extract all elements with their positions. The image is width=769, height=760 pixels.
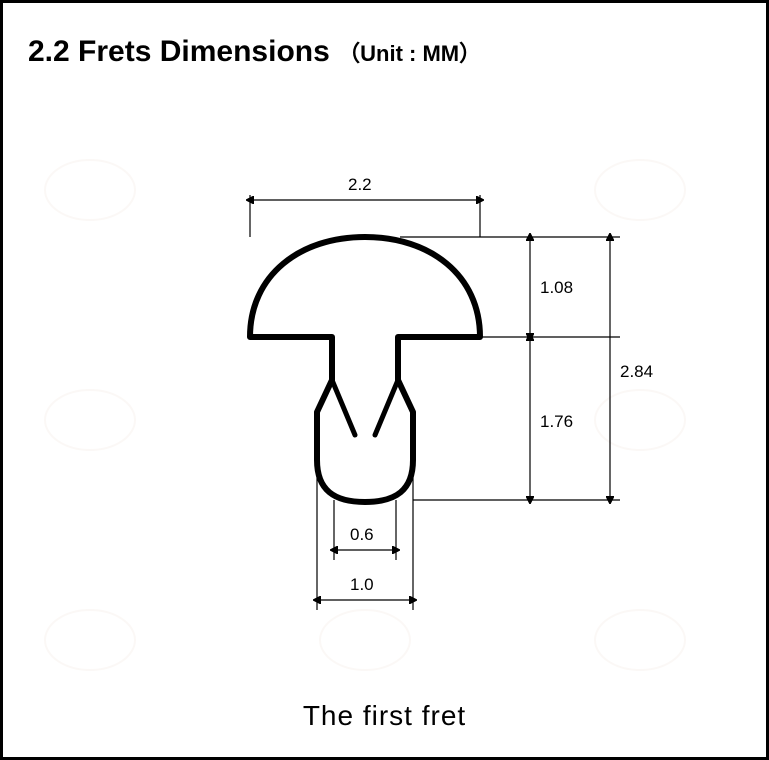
page-title: 2.2 Frets Dimensions （Unit : MM） [28,35,481,69]
caption: The first fret [0,700,769,732]
dim-tang-height: 1.76 [540,412,573,432]
drawing-svg [0,0,769,760]
diagram-frame: 2.2 Frets Dimensions （Unit : MM） 2.2 1.0… [0,0,769,760]
dim-tang-outer: 1.0 [350,575,374,595]
dim-crown-width: 2.2 [348,175,372,195]
title-main: 2.2 Frets Dimensions [28,35,330,68]
dim-total-height: 2.84 [620,362,653,382]
fret-profile [250,237,480,502]
dim-tang-inner: 0.6 [350,525,374,545]
dim-crown-height: 1.08 [540,278,573,298]
title-unit: （Unit : MM） [338,41,481,66]
